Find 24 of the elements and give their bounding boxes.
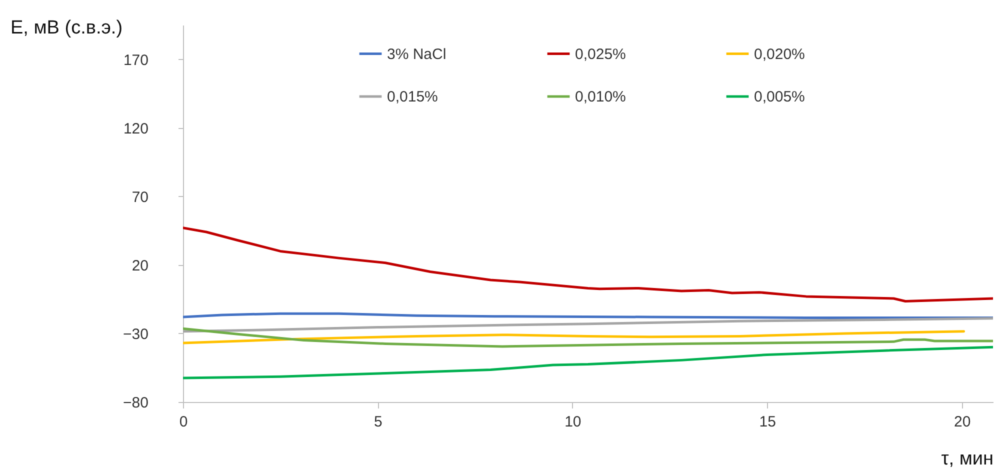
legend-label: 0,020% <box>754 46 805 63</box>
y-tick-label: 70 <box>132 188 148 206</box>
x-tick-label: 0 <box>179 414 188 430</box>
x-tick-label: 10 <box>564 414 582 430</box>
legend-label: 0,025% <box>575 46 626 63</box>
y-tick-label: −30 <box>123 326 148 343</box>
line-series <box>183 330 966 344</box>
line-series <box>183 346 993 380</box>
y-tick-label: 170 <box>123 52 148 69</box>
legend-label: 0,015% <box>387 88 438 106</box>
y-tick-label: 20 <box>132 257 148 274</box>
x-axis-title: τ, мин <box>941 448 994 470</box>
y-tick-label: 120 <box>123 120 148 138</box>
x-tick-label: 20 <box>954 414 971 430</box>
y-axis-title: E, мВ (с.в.э.) <box>10 18 123 38</box>
legend-label: 0,010% <box>575 88 626 106</box>
line-series <box>183 327 993 348</box>
y-tick-label: −80 <box>123 394 148 412</box>
line-series <box>183 226 993 302</box>
line-series <box>183 317 993 333</box>
x-tick-label: 5 <box>374 414 382 430</box>
legend-label: 0,005% <box>754 88 805 106</box>
legend-label: 3% NaCl <box>387 46 446 63</box>
x-tick-label: 15 <box>759 414 776 430</box>
